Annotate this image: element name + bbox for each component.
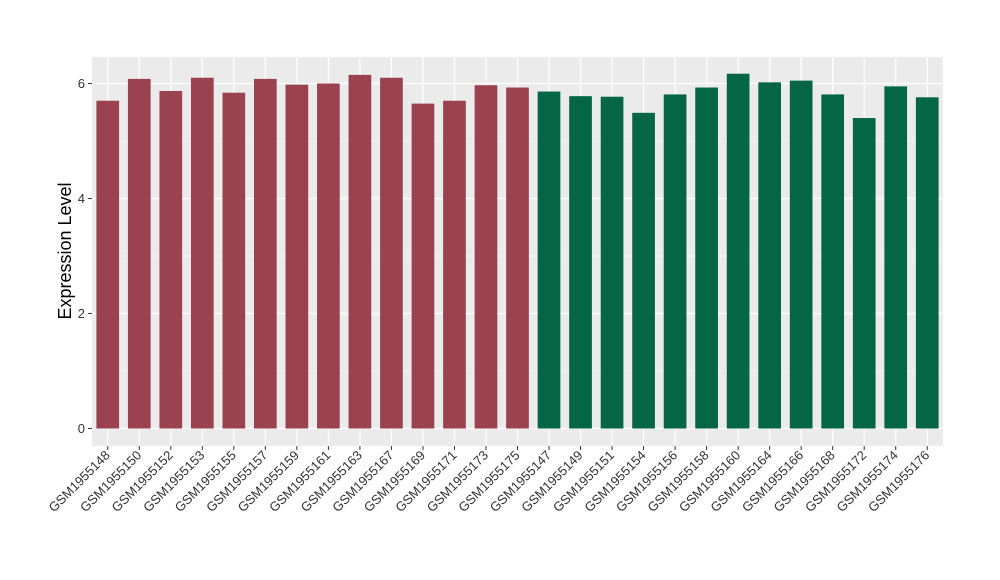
- bar-GSM1955155: [222, 92, 246, 429]
- bar-GSM1955159: [285, 84, 309, 429]
- bar-GSM1955175: [506, 87, 529, 429]
- bar-GSM1955166: [789, 80, 813, 429]
- bar-GSM1955173: [474, 85, 498, 429]
- bar-GSM1955154: [632, 112, 655, 429]
- bar-GSM1955172: [852, 118, 876, 429]
- bar-GSM1955152: [159, 90, 183, 429]
- bar-GSM1955151: [600, 96, 624, 429]
- x-axis: GSM1955148GSM1955150GSM1955152GSM1955153…: [46, 446, 932, 515]
- bar-GSM1955147: [537, 91, 561, 429]
- bars: [96, 73, 939, 429]
- bar-GSM1955176: [915, 97, 939, 429]
- y-tick-label: 2: [78, 306, 85, 321]
- y-tick-label: 4: [78, 191, 85, 206]
- bar-GSM1955171: [443, 100, 466, 429]
- bar-GSM1955174: [884, 86, 908, 429]
- bar-GSM1955153: [190, 77, 214, 429]
- bar-GSM1955157: [254, 78, 277, 429]
- bar-GSM1955164: [758, 82, 781, 429]
- y-tick-label: 6: [78, 76, 85, 91]
- bar-GSM1955149: [569, 96, 592, 429]
- bar-GSM1955150: [127, 78, 151, 429]
- y-axis: 0 2 4 6: [78, 76, 92, 436]
- bar-GSM1955160: [726, 73, 750, 429]
- bar-GSM1955158: [695, 87, 718, 429]
- bar-GSM1955169: [411, 103, 435, 429]
- bar-GSM1955168: [821, 94, 845, 429]
- y-tick-label: 0: [78, 421, 85, 436]
- bar-GSM1955148: [96, 100, 120, 429]
- bar-GSM1955161: [317, 83, 340, 429]
- bar-GSM1955156: [663, 94, 687, 429]
- bar-GSM1955163: [348, 74, 372, 429]
- bar-GSM1955167: [380, 77, 403, 429]
- y-axis-title: Expression Level: [55, 182, 75, 319]
